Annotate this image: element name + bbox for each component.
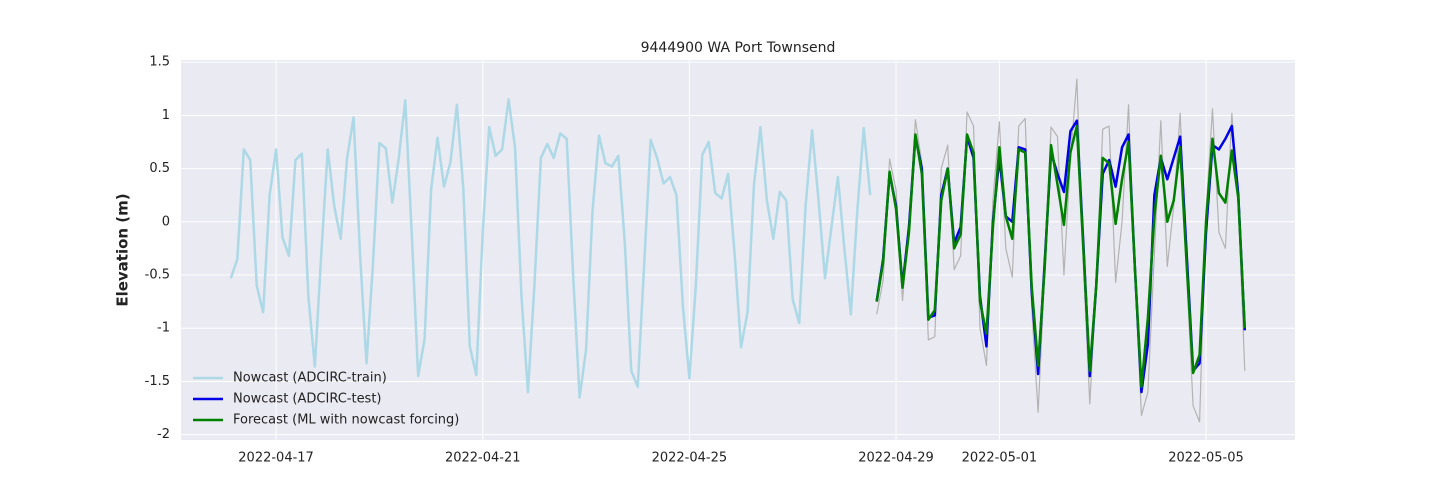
y-tick-label: -1.5	[145, 374, 170, 389]
y-tick-label: 0	[162, 214, 170, 229]
x-tick-label: 2022-04-21	[445, 451, 521, 466]
x-tick-label: 2022-05-05	[1168, 451, 1244, 466]
y-tick-label: 0.5	[149, 161, 170, 176]
labels: -2 -1.5 -1 -0.5 0 0.5 1 1.5 2022-04-17 2022-04-21…	[145, 55, 1244, 466]
x-tick-label: 2022-04-25	[652, 451, 728, 466]
data-line	[229, 98, 872, 399]
y-axis-label: Elevation (m)	[114, 193, 132, 306]
y-tick-label: 1.5	[149, 55, 170, 70]
lines	[229, 78, 1247, 423]
plot-area	[181, 60, 1295, 440]
x-tick-label: 2022-04-17	[238, 451, 314, 466]
legend-label: Nowcast (ADCIRC-train)	[233, 371, 387, 386]
x-tick-label: 2022-04-29	[858, 451, 934, 466]
data-line	[875, 124, 1247, 389]
x-tick-label: 2022-05-01	[962, 451, 1038, 466]
y-tick-label: -1	[157, 321, 170, 336]
y-tick-label: -2	[157, 427, 170, 442]
legend-label: Forecast (ML with nowcast forcing)	[233, 413, 459, 428]
chart-title: 9444900 WA Port Townsend	[641, 40, 836, 56]
y-tick-label: 1	[162, 108, 170, 123]
y-tick-label: -0.5	[145, 268, 170, 283]
legend-label: Nowcast (ADCIRC-test)	[233, 392, 382, 407]
